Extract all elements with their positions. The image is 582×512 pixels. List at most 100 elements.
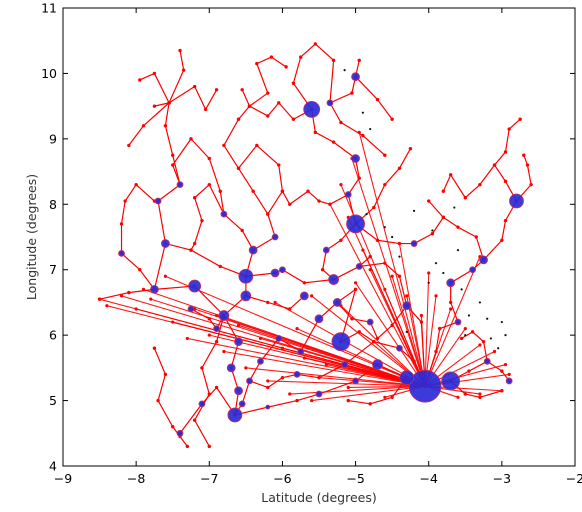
- path-vertex: [368, 402, 372, 406]
- path-vertex: [328, 202, 332, 206]
- network-node: [246, 377, 253, 385]
- path-vertex: [97, 297, 102, 301]
- path-vertex: [339, 120, 343, 125]
- scatter-dot: [500, 320, 503, 324]
- link-endpoint: [134, 307, 138, 311]
- path-vertex: [503, 179, 508, 184]
- path-vertex: [277, 101, 281, 105]
- scatter-dot: [412, 209, 416, 212]
- network-path: [336, 302, 408, 340]
- path-vertex: [357, 330, 361, 334]
- x-tick-label: −2: [566, 471, 582, 486]
- network-node: [469, 266, 477, 274]
- plot-frame: [62, 7, 576, 467]
- y-tick-label: 10: [41, 66, 57, 81]
- network-node: [366, 318, 374, 326]
- scatter-dot: [489, 337, 492, 340]
- path-vertex: [397, 274, 402, 278]
- network-path: [450, 380, 503, 398]
- link-endpoint: [273, 300, 277, 305]
- path-vertex: [397, 241, 402, 246]
- y-tick-label: 11: [41, 1, 57, 16]
- hub-link: [358, 132, 426, 387]
- network-path: [190, 308, 225, 330]
- path-vertex: [266, 385, 270, 390]
- network-node: [220, 210, 228, 218]
- network-path: [329, 102, 386, 156]
- path-vertex: [178, 48, 182, 53]
- path-vertex: [375, 97, 380, 102]
- y-tick-label: 5: [49, 393, 57, 408]
- link-endpoint: [346, 385, 350, 390]
- path-vertex: [291, 117, 296, 121]
- x-tick-label: −4: [419, 471, 437, 486]
- path-vertex: [419, 320, 424, 324]
- path-vertex: [192, 418, 197, 422]
- link-endpoint: [383, 395, 387, 399]
- network-node: [322, 246, 330, 254]
- scatter-dot: [405, 330, 408, 333]
- path-vertex: [291, 81, 296, 85]
- path-vertex: [192, 196, 197, 200]
- path-vertex: [200, 366, 204, 370]
- path-vertex: [295, 398, 299, 403]
- scatter-dot: [442, 271, 445, 275]
- network-node: [270, 268, 280, 278]
- hub-link: [223, 350, 426, 387]
- scatter-dot: [504, 334, 507, 337]
- path-vertex: [218, 189, 222, 193]
- path-vertex: [207, 156, 211, 161]
- path-vertex: [372, 339, 376, 344]
- path-vertex: [456, 225, 460, 229]
- network-path: [194, 315, 225, 447]
- path-vertex: [163, 124, 168, 128]
- path-vertex: [361, 133, 365, 138]
- path-vertex: [207, 317, 211, 321]
- path-vertex: [331, 140, 336, 144]
- network-node: [240, 290, 252, 302]
- path-vertex: [141, 124, 146, 128]
- network-path: [249, 373, 298, 389]
- path-vertex: [412, 359, 416, 364]
- network-path: [340, 331, 426, 387]
- path-vertex: [390, 323, 394, 328]
- link-endpoint: [105, 304, 109, 308]
- x-tick-label: −5: [346, 471, 364, 486]
- network-node: [410, 240, 418, 247]
- scatter-dot: [369, 127, 372, 131]
- link-endpoint: [383, 287, 387, 291]
- hub-link: [187, 337, 426, 387]
- path-vertex: [266, 91, 270, 95]
- network-node: [271, 233, 279, 241]
- network-node: [118, 249, 125, 257]
- network-node: [257, 357, 264, 365]
- scatter-dot: [365, 213, 368, 216]
- link-endpoint: [339, 183, 343, 187]
- path-vertex: [266, 300, 270, 305]
- network-node: [293, 370, 301, 378]
- path-vertex: [397, 166, 402, 170]
- network-node: [234, 337, 243, 347]
- path-vertex: [350, 317, 354, 321]
- link-endpoint: [478, 343, 482, 347]
- path-vertex: [203, 107, 208, 112]
- path-vertex: [427, 199, 431, 203]
- path-vertex: [277, 163, 281, 167]
- path-vertex: [152, 104, 157, 108]
- network-node: [188, 279, 202, 293]
- ticks-layer: −9 −8 −7 −6 −5 −4 −3 −2 4 5 6 7 8 9 10 11: [41, 1, 582, 487]
- path-vertex: [236, 166, 241, 170]
- link-endpoint: [324, 362, 328, 367]
- path-vertex: [500, 238, 504, 242]
- network-node: [238, 268, 254, 284]
- network-node: [402, 301, 412, 311]
- path-vertex: [200, 218, 204, 223]
- link-endpoint: [185, 336, 189, 341]
- path-vertex: [463, 392, 467, 396]
- x-tick-label: −7: [200, 471, 218, 486]
- path-vertex: [240, 228, 244, 233]
- network-node: [218, 310, 230, 321]
- network-node: [505, 377, 513, 385]
- network-node: [176, 181, 184, 189]
